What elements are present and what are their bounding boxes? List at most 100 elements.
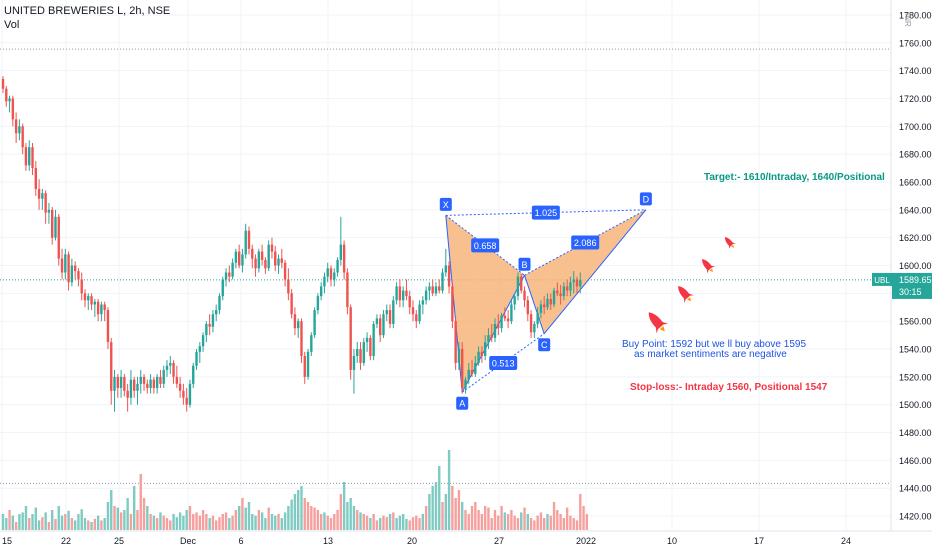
candle-body [352,356,356,370]
price-axis[interactable]: 1780.00 1760.00 1740.00 1720.00 1700.00 1680.… [872,0,932,540]
volume-bar [195,512,198,530]
volume-bar [424,506,428,530]
candle-body [470,369,474,375]
volume-bar [290,499,293,530]
candle-body [175,376,179,384]
volume-bar [41,517,44,530]
candle-body [201,335,205,347]
candle-body [142,376,146,384]
candle-body [234,251,238,263]
candle-body [96,301,100,315]
volume-bar [569,515,572,530]
ratio-badge [571,235,600,250]
volume-bar [126,498,129,530]
xab-triangle [445,215,525,393]
volume-bar [287,506,290,530]
candle-body [73,265,77,272]
volume-bar [182,515,185,530]
volume-bar [24,506,28,530]
candle-body [31,147,34,169]
candle-body [388,310,392,324]
volume-bar [395,518,398,530]
time-tick: 25 [114,536,124,546]
time-tick: 2022 [576,536,596,546]
volume-bar [172,514,175,530]
candle-body [477,351,480,363]
volume-bar [77,514,80,530]
volume-bar [44,512,47,530]
point-badge-b [518,257,531,271]
candle-body [254,258,257,269]
volume-bar [310,506,313,530]
volume-bar [149,514,152,530]
volume-bar [428,494,431,530]
candle-body [215,310,218,315]
candle-body [257,251,261,269]
candle-body [342,244,346,273]
buy-note-line1: Buy Point: 1592 but we ll buy above 1595 [622,339,807,350]
price-tick: 1740.00 [899,66,932,76]
candle-body [178,383,182,391]
volume-bar [192,514,195,530]
candle-body [90,296,93,305]
volume-bar [159,512,162,530]
volume-bar [333,514,336,530]
candle-body [379,318,382,336]
volume-bar [543,518,546,530]
candle-body [408,296,411,308]
volume-bar [254,515,257,530]
volume-bar [218,517,221,530]
candle-body [119,376,123,389]
volume-bar [136,510,139,530]
volume-bar [408,520,411,530]
candle-body [546,298,549,308]
volume-bar [208,518,211,530]
volume-bar [80,509,83,530]
ratio-label: 0.513 [492,358,515,368]
volume-bar [28,518,31,530]
candle-body [434,286,438,294]
candle-body [487,335,490,343]
candle-body [382,314,385,336]
candle-body [228,272,231,277]
volume-bar [8,510,11,530]
volume-bar [342,482,346,530]
volume-bar [579,494,582,530]
volume-bar [319,514,323,530]
candle-body [503,315,507,319]
candle-body [520,276,523,291]
candle-body [218,296,221,311]
candle-body [483,342,487,356]
volume-bar [572,518,575,530]
candle-body [375,318,379,324]
volume-bar [139,474,142,530]
candle-body [467,369,470,380]
volume-bar [411,517,415,530]
time-axis[interactable]: 15 22 25 Dec 6 13 20 27 2022 10 17 24 [0,530,932,550]
countdown-label: 30:15 [899,287,922,297]
volume-bar [51,510,54,530]
pattern-ratio-line [461,333,545,393]
candle-body [152,379,156,389]
candle-body [100,304,103,315]
price-tick: 1420.00 [899,512,932,522]
volume-bar [451,486,454,530]
candle-body [372,323,375,356]
time-tick: 13 [323,536,333,546]
volume-bar [18,514,21,530]
pattern-markers[interactable]: 0.658 1.025 0.513 2.086 X A B C D [439,192,652,410]
candle-body [529,314,533,333]
symbol-title[interactable]: UNITED BREWERIES L, 2h, NSE [4,5,171,17]
volume-bar [146,506,149,530]
volume-bar [133,486,136,530]
candle-body [123,376,126,391]
price-tag [892,272,932,299]
volume-bar [106,502,110,530]
candle-body [300,321,303,356]
candle-body [293,314,297,329]
candle-body [87,296,90,301]
volume-bar [359,512,362,530]
candle-body [110,342,113,391]
candle-body [21,126,24,148]
